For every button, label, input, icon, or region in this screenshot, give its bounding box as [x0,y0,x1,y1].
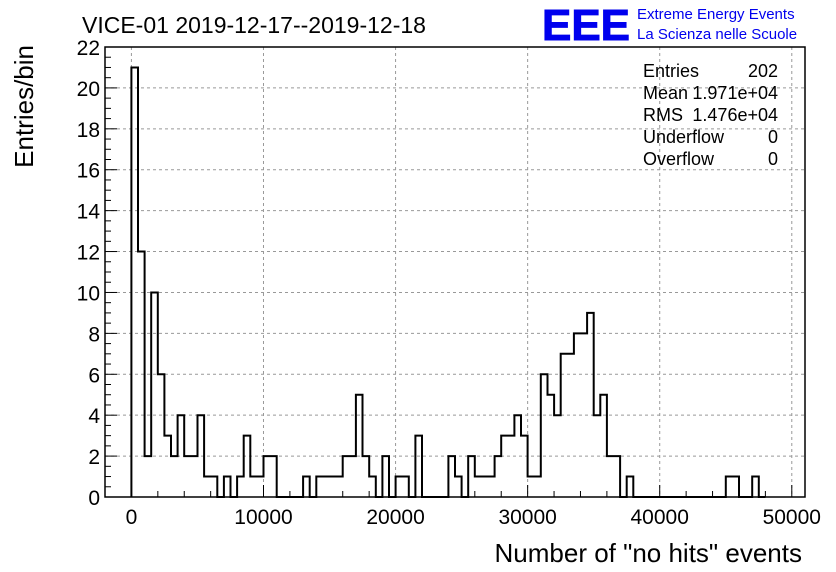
y-tick-label: 20 [77,78,100,101]
stats-value: 0 [768,127,778,147]
y-tick-label: 16 [77,160,100,183]
x-axis-label: Number of "no hits" events [495,538,803,568]
y-tick-label: 4 [88,405,100,428]
eee-logo: EEE Extreme Energy Events La Scienza nel… [542,1,798,51]
y-tick-label: 12 [77,242,100,265]
stats-label: Underflow [643,127,725,147]
grid [105,47,805,497]
stats-label: RMS [643,105,683,125]
y-tick-label: 14 [77,201,101,224]
y-tick-label: 18 [77,119,100,142]
stats-box: Entries 202 Mean 1.971e+04 RMS 1.476e+04Under… [643,61,778,169]
tick-labels: 0 10000 20000 30000 40000 50000 0 2 4 6 8 10 12 14 16 1… [77,37,821,529]
stats-label: Overflow [643,149,715,169]
x-tick-label: 40000 [631,506,689,529]
y-tick-label: 2 [88,446,100,469]
stats-value: 202 [748,61,778,81]
y-axis-label: Entries/bin [9,45,39,168]
histogram-outline [130,66,766,498]
stats-value: 0 [768,149,778,169]
stats-value: 1.971e+04 [692,83,778,103]
axis-ticks [105,46,793,498]
stats-value: 1.476e+04 [692,105,778,125]
x-tick-label: 30000 [498,506,556,529]
y-tick-label: 22 [77,37,100,60]
stats-label: Entries [643,61,699,81]
y-tick-label: 10 [77,282,100,305]
logo-line2: La Scienza nelle Scuole [637,26,797,43]
x-tick-label: 10000 [234,506,292,529]
y-tick-label: 6 [88,364,100,387]
chart-title: VICE-01 2019-12-17--2019-12-18 [82,12,426,38]
logo-mark: EEE [542,1,630,50]
x-tick-label: 50000 [763,506,821,529]
x-tick-label: 0 [126,506,138,529]
logo-line1: Extreme Energy Events [637,6,795,23]
x-tick-label: 20000 [366,506,424,529]
stats-label: Mean [643,83,688,103]
y-tick-label: 0 [88,487,100,510]
y-tick-label: 8 [88,323,100,346]
